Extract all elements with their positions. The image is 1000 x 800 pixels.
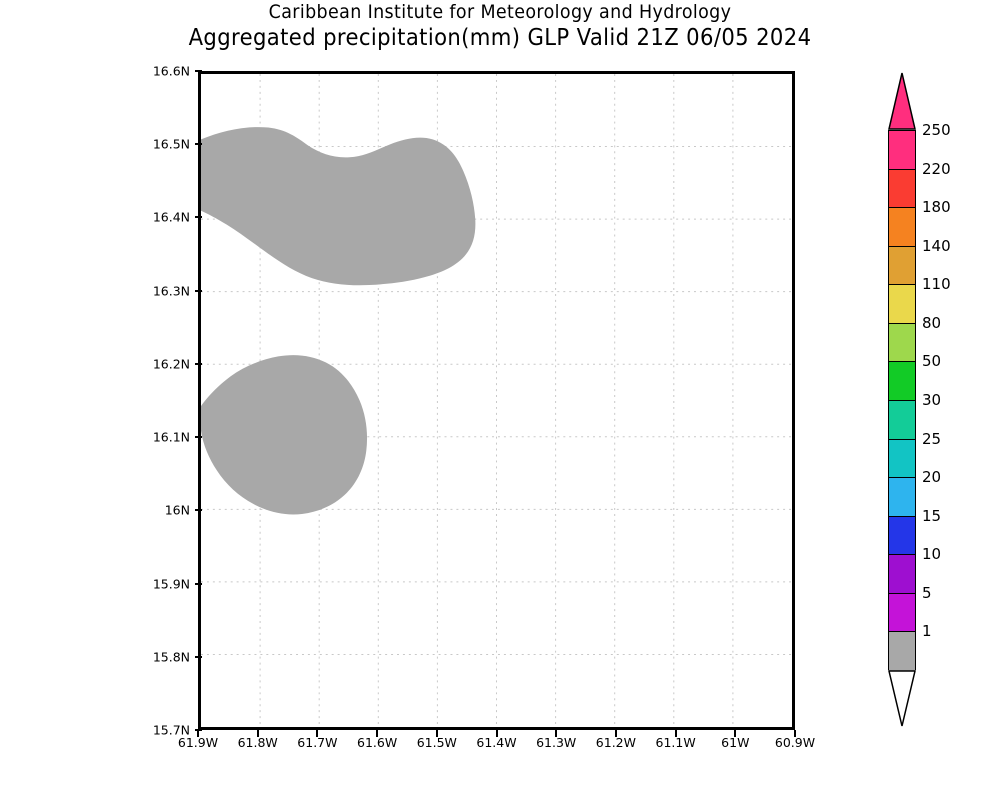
x-axis-tick-label: 61.3W [536, 735, 577, 750]
northern-precipitation-region [201, 127, 476, 286]
y-axis-tick-mark [195, 289, 202, 292]
colorbar-over-arrow [888, 72, 916, 130]
x-axis-tick-label: 61.6W [356, 735, 398, 750]
y-axis-tick-mark [195, 70, 202, 72]
x-axis-tick-label: 61.5W [416, 735, 457, 750]
colorbar-tick-label: 110 [922, 275, 951, 294]
colorbar-segment [889, 362, 915, 401]
y-axis-tick-label: 16.3N [152, 283, 190, 299]
y-axis-tick-mark [195, 655, 202, 658]
colorbar-segment [889, 131, 915, 170]
colorbar-under-arrow [888, 670, 916, 727]
x-axis-tick-mark [674, 730, 677, 737]
x-axis-tick-label: 61.4W [476, 735, 517, 750]
colorbar-tick-label: 220 [922, 159, 951, 178]
x-axis-labels: 61.9W 61.8W 61.7W 61.6W 61.5W 61.4W 61.3W 61.2W… [178, 735, 815, 757]
x-axis-tick-mark [794, 730, 796, 737]
y-axis-tick-mark [195, 436, 202, 439]
colorbar-tick-label: 25 [922, 429, 942, 448]
colorbar-segment [889, 323, 915, 363]
colorbar-tick-label: 1 [922, 622, 932, 641]
colorbar-tick-label: 50 [922, 352, 942, 371]
x-axis-tick-mark [555, 730, 558, 737]
institution-title: Caribbean Institute for Meteorology and … [268, 1, 732, 23]
x-axis-tick-mark [614, 730, 617, 737]
x-axis-tick-mark [376, 730, 379, 737]
colorbar-tick-label: 20 [922, 468, 942, 487]
x-axis-tick-label: 61.1W [655, 735, 696, 750]
colorbar-segment [889, 400, 915, 440]
x-axis-tick-mark [435, 730, 438, 737]
y-axis-tick-mark [195, 509, 202, 512]
x-axis-tick-label: 61.8W [237, 735, 278, 750]
x-axis-tick-mark [197, 730, 199, 737]
colorbar-segment [889, 439, 915, 479]
colorbar-tick-label: 10 [922, 545, 942, 564]
y-axis-tick-label: 15.9N [152, 576, 190, 592]
colorbar-segment [889, 246, 915, 286]
x-axis-tick-label: 61.9W [177, 735, 219, 750]
x-axis-tick-label: 60.9W [774, 735, 816, 750]
y-axis-tick-label: 15.8N [152, 649, 190, 665]
x-axis-tick-mark [256, 730, 259, 737]
colorbar-segment [889, 593, 915, 633]
colorbar-segment [889, 632, 915, 671]
colorbar-segment [889, 285, 915, 324]
colorbar-segment [889, 555, 915, 594]
y-axis-tick-label: 16.1N [152, 429, 190, 445]
y-axis-tick-label: 16.6N [152, 63, 190, 79]
y-axis-tick-label: 15.7N [152, 722, 190, 738]
colorbar-segment [889, 169, 915, 209]
y-axis-tick-label: 16.5N [152, 136, 190, 152]
y-axis-tick-mark [195, 362, 202, 365]
colorbar-tick-label: 15 [922, 506, 942, 525]
y-axis-tick-mark [195, 582, 202, 585]
x-axis-tick-label: 61.2W [595, 735, 636, 750]
y-axis-labels: 15.7N 15.8N 15.9N 16N 16.1N 16.2N 16.3N 16.4N 16… [110, 64, 190, 738]
colorbar-swatches [888, 130, 916, 671]
y-axis-tick-label: 16.2N [152, 356, 190, 372]
x-axis-tick-label: 61.7W [297, 735, 338, 750]
colorbar-tick-label: 80 [922, 313, 942, 332]
colorbar: 250 220 180 140 110 80 50 30 25 20 15 10 5 1 [888, 72, 951, 727]
map-plot-area [198, 71, 795, 730]
colorbar-tick-label: 30 [922, 391, 942, 409]
chart-subtitle: Aggregated precipitation(mm) GLP Valid 2… [188, 25, 812, 51]
x-axis-tick-mark [316, 730, 319, 737]
y-axis-tick-mark [195, 216, 202, 219]
y-axis-tick-mark [195, 143, 202, 146]
colorbar-segment [889, 208, 915, 247]
precipitation-overlay-layer [201, 127, 476, 515]
colorbar-tick-label: 5 [922, 583, 932, 602]
y-axis-tick-label: 16N [164, 502, 190, 518]
x-axis-tick-mark [734, 730, 737, 737]
x-axis-tick-label: 61W [721, 735, 750, 750]
y-axis-tick-label: 16.4N [152, 209, 190, 225]
chart-title-block: Caribbean Institute for Meteorology and … [0, 0, 1000, 52]
colorbar-tick-label: 250 [922, 121, 951, 139]
x-axis-tick-mark [495, 730, 498, 737]
colorbar-segment [889, 478, 915, 517]
southern-precipitation-region [201, 355, 368, 515]
colorbar-segment [889, 516, 915, 556]
colorbar-labels: 250 220 180 140 110 80 50 30 25 20 15 10 5 1 [918, 72, 988, 727]
colorbar-tick-label: 180 [922, 198, 951, 217]
colorbar-tick-label: 140 [922, 236, 951, 255]
